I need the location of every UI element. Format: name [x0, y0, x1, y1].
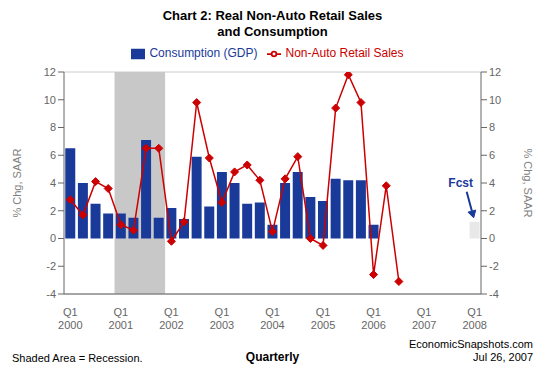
- html-text:Non-Auto Retail Sales: Non-Auto Retail Sales: [285, 46, 404, 60]
- svg-text:Q12003: Q12003: [210, 306, 234, 330]
- svg-text:12: 12: [489, 66, 501, 78]
- svg-text:-4: -4: [489, 288, 499, 300]
- html-text:Shaded Area = Recession.: Shaded Area = Recession.: [12, 352, 143, 364]
- svg-text:4: 4: [50, 177, 56, 189]
- svg-text:% Chg, SAAR: % Chg, SAAR: [11, 148, 23, 217]
- svg-text:Q12006: Q12006: [361, 306, 385, 330]
- svg-text:Q12000: Q12000: [58, 306, 82, 330]
- html-text:EconomicSnapshots.com Jul 26,: EconomicSnapshots.com Jul 26, 2007: [408, 338, 533, 363]
- svg-text:Q12002: Q12002: [159, 306, 183, 330]
- html-text:Chart 2: Real Non-Auto Retail: Chart 2: Real Non-Auto Retail Sales and …: [162, 8, 383, 39]
- svg-text:-4: -4: [46, 288, 56, 300]
- svg-text:12: 12: [44, 66, 56, 78]
- svg-text:Q12008: Q12008: [462, 306, 486, 330]
- svg-text:8: 8: [489, 121, 495, 133]
- svg-text:-2: -2: [489, 260, 499, 272]
- html-text:Quarterly: Quarterly: [245, 350, 300, 364]
- svg-text:0: 0: [50, 232, 56, 244]
- svg-text:10: 10: [44, 94, 56, 106]
- svg-text:4: 4: [489, 177, 495, 189]
- svg-text:6: 6: [50, 149, 56, 161]
- svg-text:Q12004: Q12004: [260, 306, 284, 330]
- svg-text:0: 0: [489, 232, 495, 244]
- svg-text:10: 10: [489, 94, 501, 106]
- svg-text:6: 6: [489, 149, 495, 161]
- svg-text:Q12007: Q12007: [412, 306, 436, 330]
- svg-text:-2: -2: [46, 260, 56, 272]
- svg-text:8: 8: [50, 121, 56, 133]
- svg-text:2: 2: [489, 205, 495, 217]
- svg-text:2: 2: [50, 205, 56, 217]
- svg-text:Q12001: Q12001: [109, 306, 133, 330]
- html-text:Consumption (GDP): Consumption (GDP): [149, 46, 258, 60]
- svg-text:Q12005: Q12005: [311, 306, 335, 330]
- svg-text:Fcst: Fcst: [448, 176, 473, 190]
- svg-text:% Chg, SAAR: % Chg, SAAR: [522, 148, 534, 217]
